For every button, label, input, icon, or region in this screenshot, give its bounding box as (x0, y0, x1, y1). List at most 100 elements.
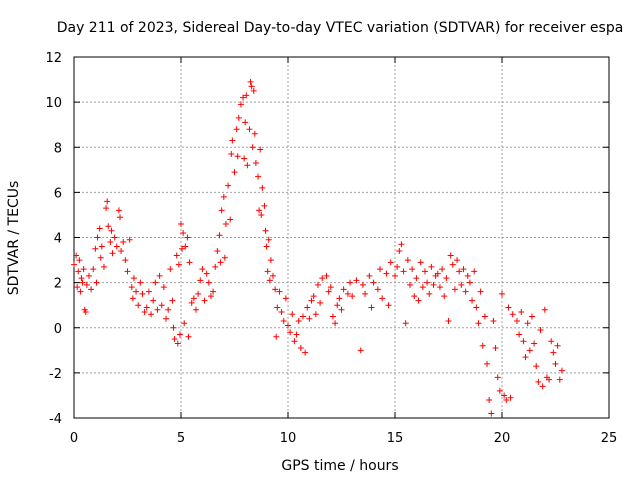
data-point (332, 320, 339, 327)
data-point (289, 311, 296, 318)
data-point (477, 288, 484, 295)
data-point (524, 320, 531, 327)
data-point (76, 257, 83, 264)
data-point (451, 286, 458, 293)
data-point (537, 327, 544, 334)
data-point (258, 211, 265, 218)
data-point (97, 254, 104, 261)
data-point (436, 284, 443, 291)
data-point (434, 270, 441, 277)
data-point (272, 286, 279, 293)
data-point (216, 232, 223, 239)
data-point (357, 347, 364, 354)
data-point (221, 254, 228, 261)
data-point (128, 284, 135, 291)
data-point (374, 286, 381, 293)
data-point (241, 155, 248, 162)
data-point (105, 223, 112, 230)
data-point (556, 376, 563, 383)
data-point (359, 281, 366, 288)
data-point (103, 205, 110, 212)
data-point (197, 277, 204, 284)
data-point (344, 290, 351, 297)
data-point (227, 216, 234, 223)
data-point (130, 275, 137, 282)
data-point (481, 313, 488, 320)
data-point (94, 234, 101, 241)
chart-title: Day 211 of 2023, Sidereal Day-to-day VTE… (57, 20, 624, 36)
data-point (406, 281, 413, 288)
data-point (267, 257, 274, 264)
data-point (522, 354, 529, 361)
data-point (428, 263, 435, 270)
data-point (280, 317, 287, 324)
data-point (231, 169, 238, 176)
data-point (80, 266, 87, 273)
y-tick-label: 6 (54, 186, 62, 201)
x-tick-label: 0 (70, 431, 78, 446)
data-point (79, 279, 86, 286)
data-point (210, 288, 217, 295)
data-point (366, 272, 373, 279)
data-point (302, 349, 309, 356)
data-point (466, 279, 473, 286)
data-point (449, 261, 456, 268)
data-point (262, 227, 269, 234)
data-point (473, 304, 480, 311)
y-tick-label: 2 (54, 277, 62, 292)
data-point (117, 214, 124, 221)
data-point (176, 331, 183, 338)
data-point (190, 295, 197, 302)
data-point (126, 236, 133, 243)
data-point (229, 137, 236, 144)
data-point (88, 286, 95, 293)
data-point (225, 182, 232, 189)
data-point (220, 193, 227, 200)
y-tick-label: 12 (45, 51, 62, 66)
data-point (111, 234, 118, 241)
data-point (479, 342, 486, 349)
data-point (486, 396, 493, 403)
data-point (185, 333, 192, 340)
data-point (456, 268, 463, 275)
data-point (520, 338, 527, 345)
data-point (362, 290, 369, 297)
data-point (409, 266, 416, 273)
data-point (143, 304, 150, 311)
data-point (319, 275, 326, 282)
data-point (233, 126, 240, 133)
data-point (107, 239, 114, 246)
grid (74, 57, 609, 418)
data-point (492, 345, 499, 352)
data-point (488, 410, 495, 417)
data-point (291, 338, 298, 345)
data-point (329, 313, 336, 320)
data-point (314, 281, 321, 288)
data-point (462, 288, 469, 295)
data-point (421, 268, 428, 275)
data-point (424, 279, 431, 286)
data-point (78, 275, 85, 282)
data-point (203, 270, 210, 277)
data-point (235, 114, 242, 121)
data-point (160, 284, 167, 291)
x-tick-label: 10 (280, 431, 297, 446)
data-point (539, 383, 546, 390)
data-point (217, 259, 224, 266)
data-point (528, 313, 535, 320)
data-point (518, 308, 525, 315)
data-point (234, 153, 241, 160)
axis-ticks: 0 5 10 15 20 25 -4 -2 0 2 4 6 8 10 12 (45, 51, 617, 446)
data-point (370, 279, 377, 286)
data-point (295, 317, 302, 324)
data-point (205, 279, 212, 286)
data-point (92, 245, 99, 252)
data-point (251, 130, 258, 137)
data-point (148, 311, 155, 318)
data-point (383, 270, 390, 277)
data-point (308, 297, 315, 304)
data-point (255, 173, 262, 180)
data-point (287, 329, 294, 336)
data-point (163, 315, 170, 322)
